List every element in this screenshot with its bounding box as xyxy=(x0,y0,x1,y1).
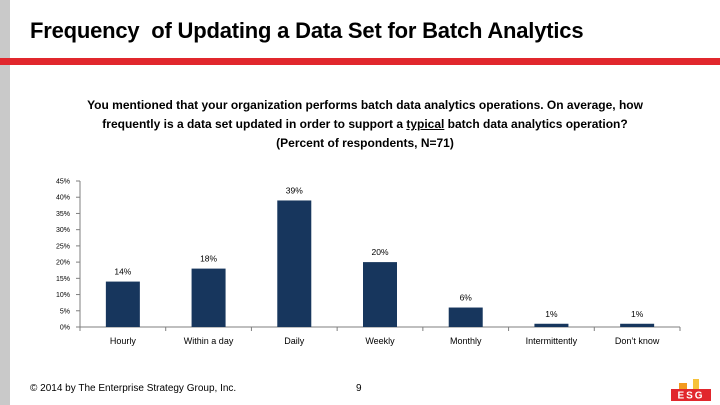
y-tick-label: 35% xyxy=(56,211,70,218)
question-text: You mentioned that your organization per… xyxy=(87,98,643,131)
bar-1 xyxy=(191,268,226,327)
category-label: Intermittently xyxy=(526,336,578,346)
survey-question: You mentioned that your organization per… xyxy=(80,96,650,153)
y-tick-label: 5% xyxy=(60,308,70,315)
category-label: Weekly xyxy=(365,336,395,346)
y-tick-label: 20% xyxy=(56,260,70,267)
data-label: 39% xyxy=(286,185,303,195)
y-tick-label: 40% xyxy=(56,195,70,202)
left-accent-bar xyxy=(0,0,10,405)
bar-4 xyxy=(448,307,483,327)
y-tick-label: 0% xyxy=(60,325,70,332)
logo-wordmark: ESG xyxy=(677,391,704,402)
title-divider xyxy=(0,58,720,65)
question-text-end: batch data analytics operation? (Percent… xyxy=(276,117,628,150)
bar-chart: 0% 5% 10% 15% 20% 25% 30% 35% 40% 45% 14% Hourly 18%… xyxy=(56,179,681,346)
bar-3 xyxy=(363,262,397,327)
bar-5 xyxy=(534,323,569,327)
data-label: 14% xyxy=(114,267,131,277)
data-label: 1% xyxy=(631,309,644,319)
category-label: Don’t know xyxy=(615,336,660,346)
data-label: 18% xyxy=(200,254,217,264)
category-label: Within a day xyxy=(184,336,234,346)
bar-6 xyxy=(620,323,655,327)
category-label: Monthly xyxy=(450,336,482,346)
slide-title: Frequency of Updating a Data Set for Bat… xyxy=(30,18,584,43)
y-tick-label: 30% xyxy=(56,227,70,234)
data-label: 1% xyxy=(545,309,558,319)
footer-copyright: © 2014 by The Enterprise Strategy Group,… xyxy=(30,383,237,394)
category-label: Hourly xyxy=(110,336,137,346)
esg-logo: ESG xyxy=(671,379,711,401)
bar-2 xyxy=(277,200,312,327)
data-label: 20% xyxy=(371,247,388,257)
y-tick-label: 25% xyxy=(56,243,70,250)
data-label: 6% xyxy=(460,293,473,303)
y-tick-label: 15% xyxy=(56,276,70,283)
page-number: 9 xyxy=(356,383,362,394)
y-tick-label: 45% xyxy=(56,179,70,186)
category-label: Daily xyxy=(284,336,305,346)
y-tick-label: 10% xyxy=(56,292,70,299)
bar-0 xyxy=(105,281,140,327)
question-emphasis: typical xyxy=(406,117,445,131)
